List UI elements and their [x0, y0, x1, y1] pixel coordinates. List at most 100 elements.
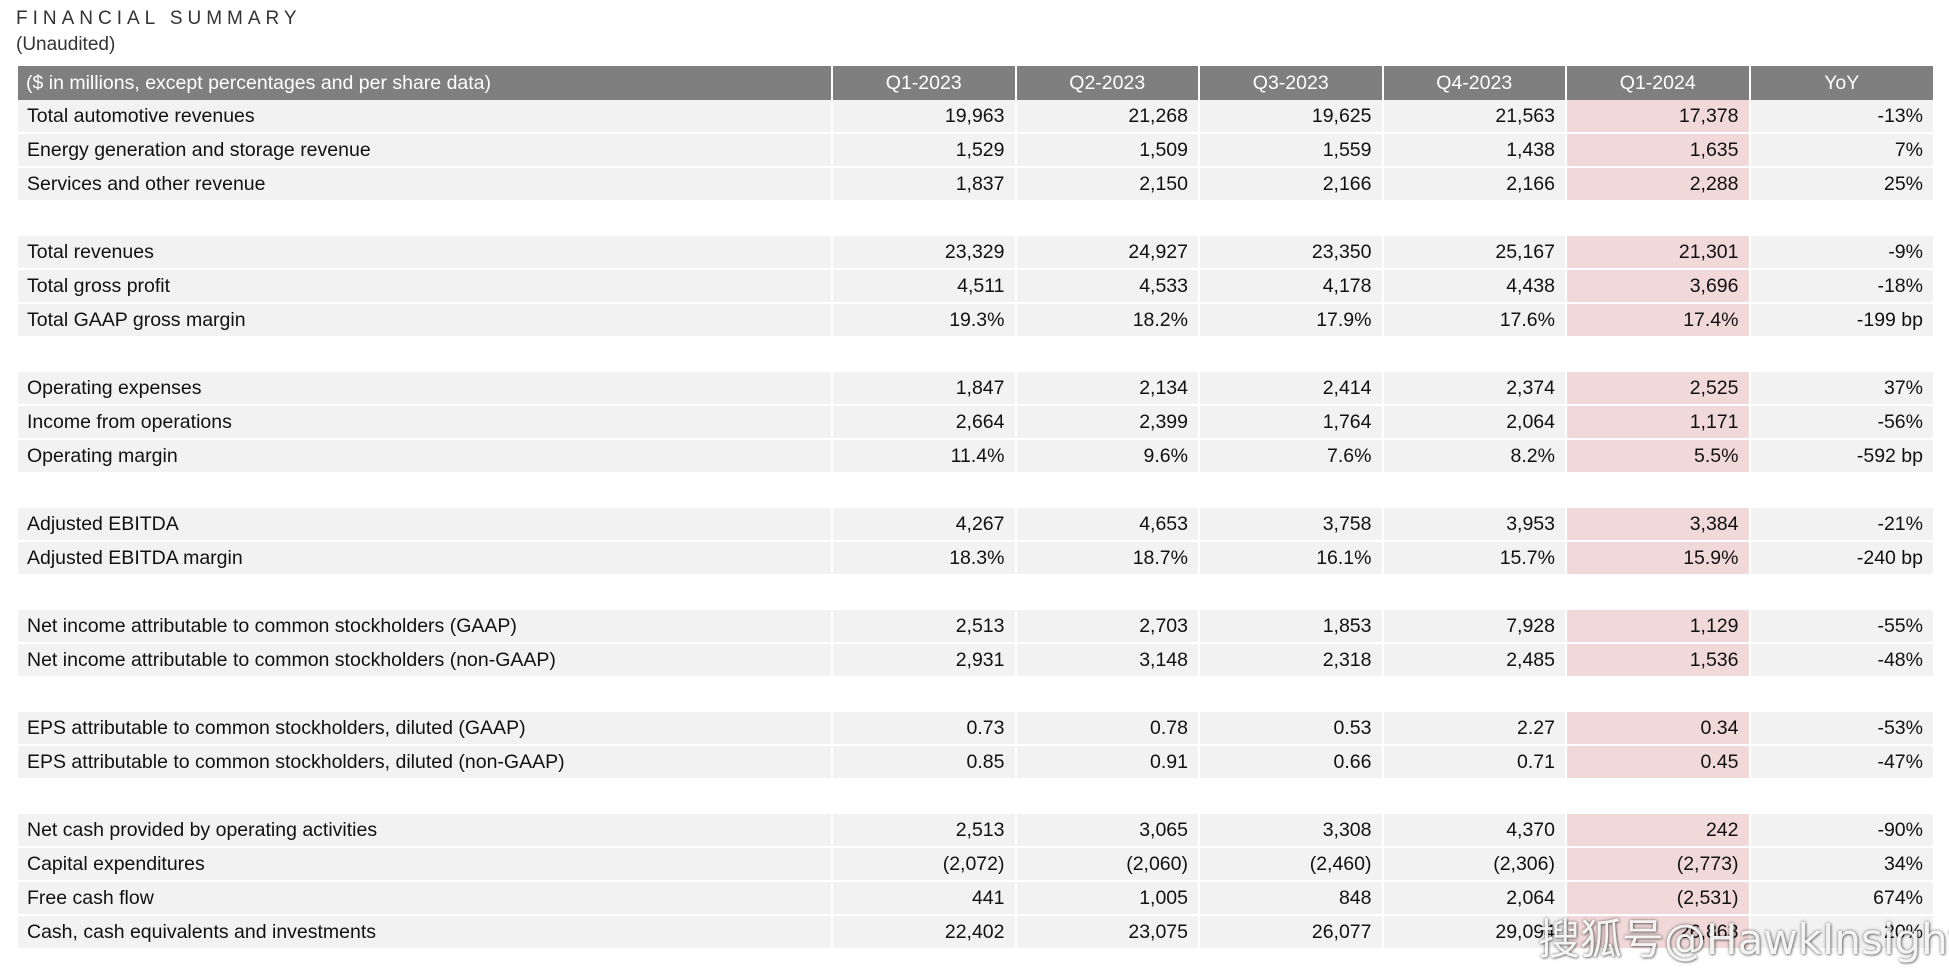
table-row: Total automotive revenues 19,963 21,268 19,… — [18, 100, 1933, 134]
spacer-cell — [17, 473, 1933, 508]
value-cell: 2.27 — [1381, 711, 1566, 746]
column-header-q3-2023: Q3-2023 — [1198, 66, 1383, 100]
value-cell: 21,563 — [1381, 100, 1566, 134]
spacer-cell — [17, 575, 1933, 610]
value-cell: 17.9% — [1198, 303, 1383, 338]
value-cell: 20% — [1748, 915, 1933, 950]
value-cell: 4,370 — [1381, 813, 1566, 848]
column-header-q1-2024: Q1-2024 — [1565, 66, 1750, 100]
value-cell: -21% — [1748, 507, 1933, 542]
value-cell: 0.85 — [831, 745, 1016, 780]
value-cell: 3,065 — [1014, 813, 1199, 848]
table-row: Operating expenses 1,847 2,134 2,414 2,374 2,… — [18, 371, 1933, 406]
value-cell: (2,060) — [1014, 847, 1199, 882]
value-cell: (2,773) — [1565, 847, 1750, 882]
value-cell: 3,384 — [1565, 507, 1750, 542]
value-cell: 848 — [1198, 881, 1383, 916]
value-cell: 7,928 — [1381, 609, 1566, 644]
row-label: EPS attributable to common stockholders,… — [18, 711, 832, 746]
spacer-row — [17, 473, 1933, 508]
value-cell: -47% — [1748, 745, 1933, 780]
table-row: Net cash provided by operating activitie… — [18, 813, 1933, 848]
value-cell: 0.71 — [1381, 745, 1566, 780]
value-cell: 2,513 — [831, 609, 1016, 644]
row-label: Operating margin — [18, 439, 832, 474]
value-cell: -199 bp — [1748, 303, 1933, 338]
value-cell: 0.78 — [1014, 711, 1199, 746]
value-cell: 7% — [1748, 133, 1933, 168]
value-cell: 2,288 — [1565, 167, 1750, 202]
value-cell: 1,635 — [1565, 133, 1750, 168]
value-cell: 2,931 — [831, 643, 1016, 678]
row-label: Adjusted EBITDA — [18, 507, 832, 542]
value-cell: (2,072) — [831, 847, 1016, 882]
value-cell: 2,525 — [1565, 371, 1750, 406]
value-cell: 18.7% — [1014, 541, 1199, 576]
value-cell: 2,485 — [1381, 643, 1566, 678]
value-cell: 1,129 — [1565, 609, 1750, 644]
value-cell: 17,378 — [1565, 100, 1750, 134]
value-cell: 1,005 — [1014, 881, 1199, 916]
value-cell: 37% — [1748, 371, 1933, 406]
value-cell: 5.5% — [1565, 439, 1750, 474]
value-cell: 1,847 — [831, 371, 1016, 406]
spacer-row — [17, 677, 1933, 712]
value-cell: 2,414 — [1198, 371, 1383, 406]
value-cell: -53% — [1748, 711, 1933, 746]
value-cell: 1,837 — [831, 167, 1016, 202]
value-cell: 21,301 — [1565, 235, 1750, 270]
value-cell: 4,533 — [1014, 269, 1199, 304]
value-cell: 4,438 — [1381, 269, 1566, 304]
value-cell: 25,167 — [1381, 235, 1566, 270]
spacer-row — [17, 337, 1933, 372]
value-cell: 23,329 — [831, 235, 1016, 270]
value-cell: 0.53 — [1198, 711, 1383, 746]
value-cell: 1,764 — [1198, 405, 1383, 440]
value-cell: -48% — [1748, 643, 1933, 678]
report-title: FINANCIAL SUMMARY — [16, 8, 302, 29]
value-cell: 0.34 — [1565, 711, 1750, 746]
table-row: Income from operations 2,664 2,399 1,764 2,0… — [18, 405, 1933, 440]
value-cell: 24,927 — [1014, 235, 1199, 270]
value-cell: (2,531) — [1565, 881, 1750, 916]
column-header-yoy: YoY — [1748, 66, 1933, 100]
value-cell: 7.6% — [1198, 439, 1383, 474]
value-cell: 2,399 — [1014, 405, 1199, 440]
value-cell: 3,758 — [1198, 507, 1383, 542]
table-row: Operating margin 11.4% 9.6% 7.6% 8.2% 5.5% -59… — [18, 439, 1933, 474]
value-cell: (2,460) — [1198, 847, 1383, 882]
value-cell: -56% — [1748, 405, 1933, 440]
spacer-cell — [17, 201, 1933, 236]
value-cell: 1,529 — [831, 133, 1016, 168]
value-cell: 1,509 — [1014, 133, 1199, 168]
spacer-row — [17, 779, 1933, 814]
value-cell: 18.3% — [831, 541, 1016, 576]
value-cell: 2,064 — [1381, 405, 1566, 440]
table-row: Services and other revenue 1,837 2,150 2,16… — [18, 167, 1933, 202]
row-label: Net income attributable to common stockh… — [18, 609, 832, 644]
value-cell: 1,536 — [1565, 643, 1750, 678]
table-row: Cash, cash equivalents and investments 22… — [18, 915, 1933, 950]
row-label: Energy generation and storage revenue — [18, 133, 832, 168]
value-cell: 19,625 — [1198, 100, 1383, 134]
value-cell: 2,664 — [831, 405, 1016, 440]
spacer-row — [17, 201, 1933, 236]
value-cell: -13% — [1748, 100, 1933, 134]
value-cell: 15.7% — [1381, 541, 1566, 576]
row-label: Net cash provided by operating activitie… — [18, 813, 832, 848]
value-cell: 2,064 — [1381, 881, 1566, 916]
column-header-q4-2023: Q4-2023 — [1381, 66, 1566, 100]
value-cell: 17.4% — [1565, 303, 1750, 338]
value-cell: 23,075 — [1014, 915, 1199, 950]
value-cell: 34% — [1748, 847, 1933, 882]
row-label: Cash, cash equivalents and investments — [18, 915, 832, 950]
value-cell: -90% — [1748, 813, 1933, 848]
value-cell: 26,077 — [1198, 915, 1383, 950]
value-cell: 2,703 — [1014, 609, 1199, 644]
spacer-cell — [17, 779, 1933, 814]
table-row: Total gross profit 4,511 4,533 4,178 4,438 3,… — [18, 269, 1933, 304]
value-cell: -9% — [1748, 235, 1933, 270]
table-row: EPS attributable to common stockholders,… — [18, 711, 1933, 746]
value-cell: 2,166 — [1381, 167, 1566, 202]
table-row: Adjusted EBITDA margin 18.3% 18.7% 16.1% 15.… — [18, 541, 1933, 576]
